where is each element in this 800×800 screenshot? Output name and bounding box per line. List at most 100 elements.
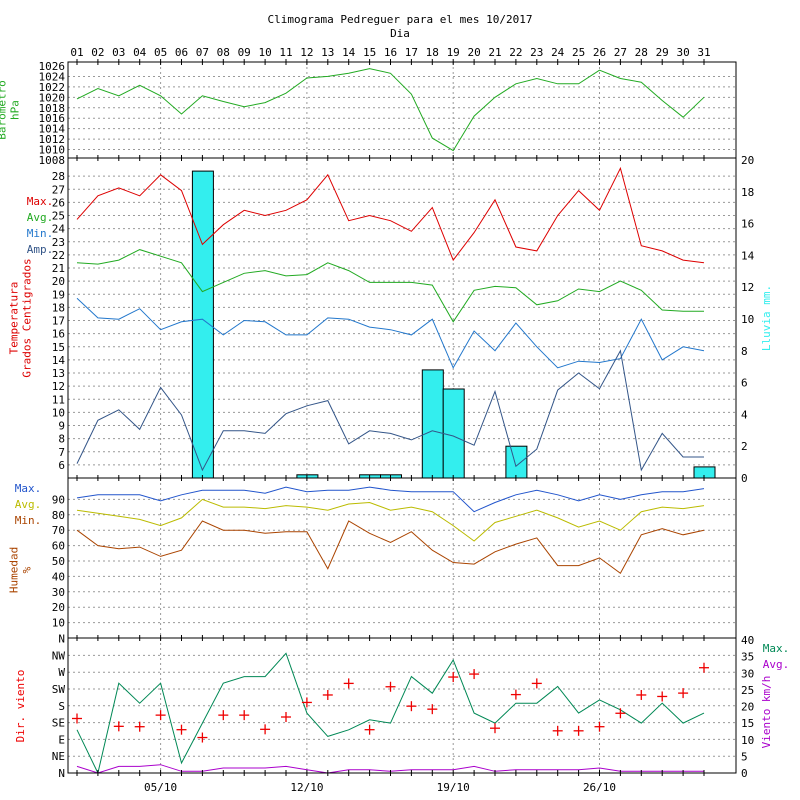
- wind-direction-marker: [406, 701, 417, 712]
- day-label: 31: [697, 46, 710, 59]
- rain-tick-label: 4: [741, 408, 748, 421]
- rain-axis-label: Lluvia mm.: [760, 285, 773, 351]
- wind-direction-marker: [448, 672, 459, 683]
- wind-direction-axis-label: Dir. viento: [14, 670, 27, 743]
- wind-speed-tick-label: 30: [741, 667, 754, 680]
- temperature-tick-label: 7: [58, 446, 65, 459]
- humidity-series-max: [76, 486, 705, 513]
- barometer-tick-label: 1024: [39, 70, 66, 83]
- date-tick-label: 26/10: [583, 781, 616, 794]
- day-label: 09: [238, 46, 251, 59]
- temperature-series-amp: [76, 349, 704, 472]
- humidity-tick-label: 20: [52, 601, 65, 614]
- chart-title: Climograma Pedreguer para el mes 10/2017: [268, 13, 533, 26]
- wind-direction-label: N: [58, 767, 65, 780]
- humidity-tick-label: 80: [52, 509, 65, 522]
- humidity-legend-item: Min.: [15, 514, 42, 527]
- day-label: 17: [405, 46, 418, 59]
- day-label: 08: [217, 46, 230, 59]
- temperature-tick-label: 19: [52, 288, 65, 301]
- rain-tick-label: 2: [741, 440, 748, 453]
- wind-legend-item: Avg.: [763, 658, 790, 671]
- humidity-tick-label: 30: [52, 586, 65, 599]
- temperature-tick-label: 25: [52, 210, 65, 223]
- date-tick-label: 05/10: [144, 781, 177, 794]
- wind-direction-marker: [197, 732, 208, 743]
- day-label: 18: [426, 46, 439, 59]
- temperature-legend-item: Max.: [27, 195, 54, 208]
- wind-speed-tick-label: 0: [741, 767, 748, 780]
- temperature-tick-label: 23: [52, 236, 65, 249]
- rain-tick-label: 16: [741, 218, 754, 231]
- temperature-tick-label: 8: [58, 433, 65, 446]
- humidity-tick-label: 10: [52, 617, 65, 630]
- barometer-tick-label: 1008: [39, 154, 66, 167]
- wind-speed-tick-label: 25: [741, 684, 754, 697]
- wind-direction-marker: [594, 721, 605, 732]
- barometer-tick-label: 1020: [39, 91, 66, 104]
- data-layer: [72, 68, 716, 775]
- wind-direction-marker: [552, 725, 563, 736]
- barometer-tick-label: 1012: [39, 133, 66, 146]
- temperature-tick-label: 11: [52, 393, 65, 406]
- wind-direction-marker: [301, 697, 312, 708]
- wind-direction-marker: [72, 713, 82, 724]
- humidity-tick-label: 40: [52, 570, 65, 583]
- rain-bar: [442, 388, 465, 479]
- humidity-legend-item: Avg.: [15, 498, 42, 511]
- wind-direction-label: SW: [52, 683, 66, 696]
- wind-direction-marker: [260, 724, 271, 735]
- wind-direction-label: E: [58, 733, 65, 746]
- rain-tick-label: 0: [741, 472, 748, 485]
- day-label: 24: [551, 46, 565, 59]
- rain-tick-label: 6: [741, 377, 748, 390]
- rain-tick-label: 12: [741, 281, 754, 294]
- wind-direction-marker: [385, 681, 396, 692]
- day-label: 21: [488, 46, 501, 59]
- temperature-tick-label: 6: [58, 459, 65, 472]
- temperature-legend-item: Avg.: [27, 211, 54, 224]
- wind-direction-label: N: [58, 633, 65, 646]
- day-label: 06: [175, 46, 188, 59]
- chart-subtitle: Dia: [390, 27, 410, 40]
- day-label: 10: [258, 46, 271, 59]
- wind-speed-tick-label: 40: [741, 634, 754, 647]
- humidity-axis-label: Humedad%: [8, 547, 34, 593]
- day-label: 23: [530, 46, 543, 59]
- barometer-tick-label: 1016: [39, 112, 66, 125]
- day-label: 12: [300, 46, 313, 59]
- day-label: 28: [635, 46, 648, 59]
- rain-bar: [421, 369, 444, 479]
- day-label: 25: [572, 46, 585, 59]
- date-tick-label: 19/10: [437, 781, 470, 794]
- humidity-tick-label: 60: [52, 540, 65, 553]
- day-label: 02: [91, 46, 104, 59]
- temperature-tick-label: 22: [52, 249, 65, 262]
- wind-direction-marker: [176, 724, 187, 735]
- rain-tick-label: 10: [741, 313, 754, 326]
- wind-direction-marker: [281, 712, 291, 722]
- humidity-tick-label: 50: [52, 555, 65, 568]
- day-label: 15: [363, 46, 376, 59]
- barometer-axis-label: BarometrohPa: [0, 80, 22, 140]
- day-label: 30: [676, 46, 689, 59]
- humidity-tick-label: 70: [52, 524, 65, 537]
- panel-frame: [67, 157, 737, 479]
- wind-direction-marker: [615, 708, 626, 719]
- temperature-legend-item: Amp.: [27, 243, 54, 256]
- day-label: 03: [112, 46, 125, 59]
- day-label: 27: [614, 46, 627, 59]
- wind-series-max: [76, 652, 705, 775]
- day-label: 01: [70, 46, 83, 59]
- panel-frame: [67, 637, 737, 774]
- temperature-tick-label: 28: [52, 170, 65, 183]
- temperature-tick-label: 21: [52, 262, 65, 275]
- temperature-tick-label: 10: [52, 406, 65, 419]
- wind-direction-marker: [113, 721, 124, 732]
- day-label: 05: [154, 46, 167, 59]
- wind-direction-marker: [322, 689, 333, 700]
- wind-direction-marker: [343, 678, 354, 689]
- axes-layer: [67, 59, 737, 776]
- day-label: 13: [321, 46, 334, 59]
